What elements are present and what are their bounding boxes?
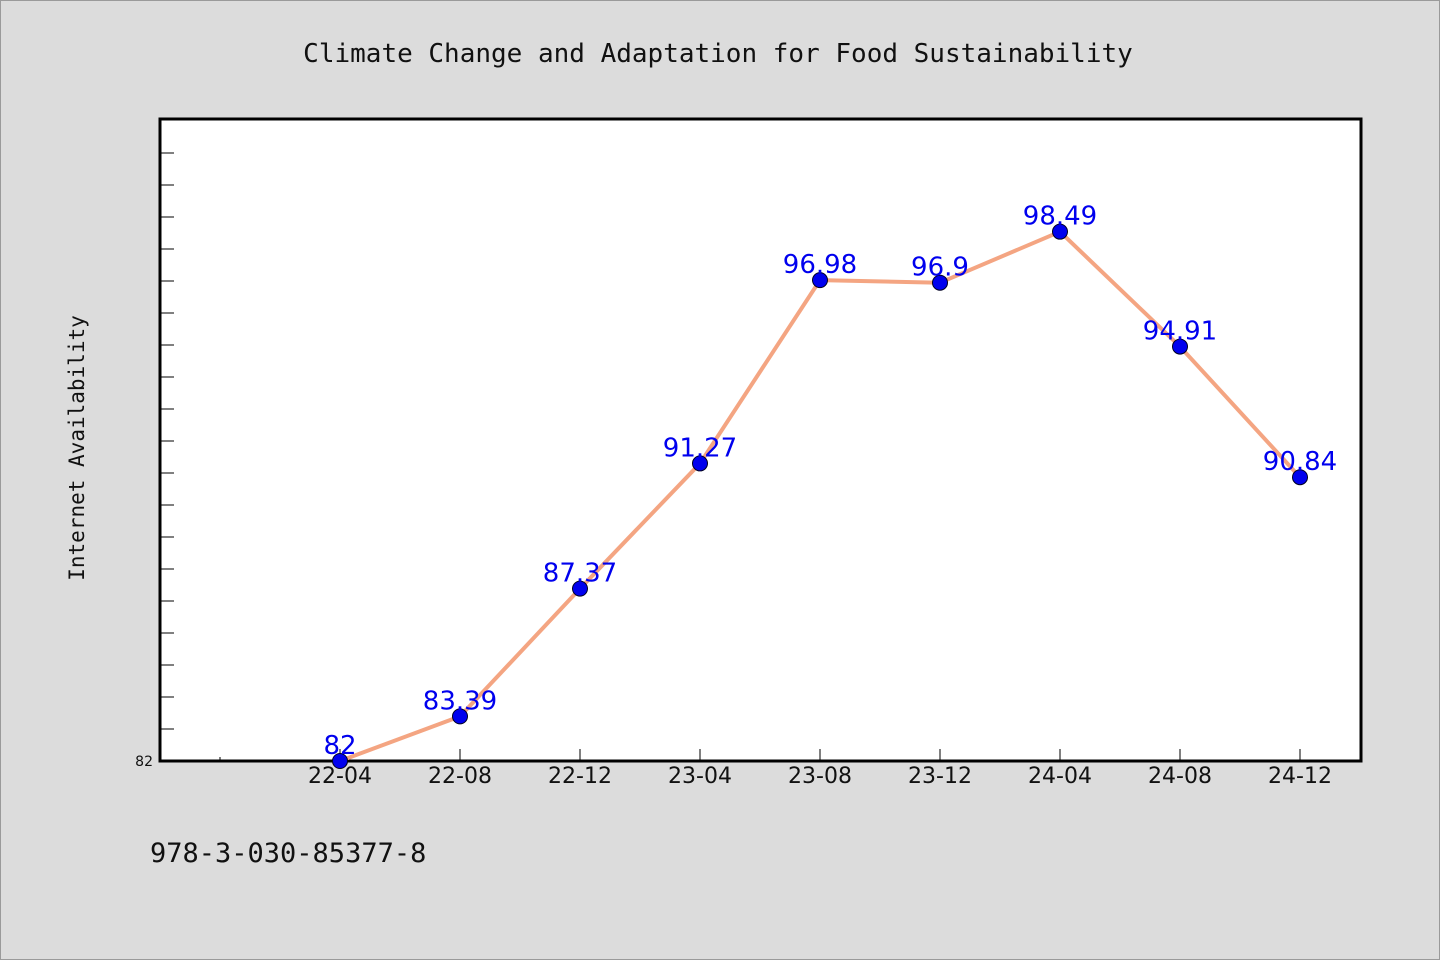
x-tick-label: 23-08 xyxy=(788,764,852,789)
data-label: 82 xyxy=(323,731,356,761)
data-point xyxy=(332,753,348,769)
series-group: 82 83.39 87.37 91.27 96.98 96.9 98.49 94.91 90.8… xyxy=(323,202,1337,769)
data-label: 90.84 xyxy=(1263,447,1337,477)
chart-title: Climate Change and Adaptation for Food S… xyxy=(303,39,1133,69)
data-point xyxy=(932,274,948,291)
data-point xyxy=(692,455,708,472)
data-label: 96.9 xyxy=(911,253,969,283)
data-label: 87.37 xyxy=(543,559,617,589)
data-label: 94.91 xyxy=(1143,317,1217,347)
data-label: 91.27 xyxy=(663,433,737,463)
data-point xyxy=(1172,338,1188,355)
x-tick-label: 23-04 xyxy=(668,764,732,789)
x-tick-label: 24-08 xyxy=(1148,764,1212,789)
data-point xyxy=(452,708,468,725)
x-axis-ticks: 22-04 22-08 22-12 23-04 23-08 23-12 24-04 24-08… xyxy=(219,749,1332,789)
x-tick-label: 23-12 xyxy=(908,764,972,789)
plot-area xyxy=(158,117,1363,763)
y-axis-label: Internet Availability xyxy=(65,315,89,581)
x-tick-label: 22-08 xyxy=(428,764,492,789)
x-tick-label: 24-04 xyxy=(1028,764,1092,789)
data-point xyxy=(572,580,588,597)
footer-isbn: 978-3-030-85377-8 xyxy=(150,838,426,869)
data-label: 83.39 xyxy=(423,686,497,716)
data-label: 98.49 xyxy=(1023,202,1097,232)
data-label: 96.98 xyxy=(783,250,857,280)
x-tick-label: 24-12 xyxy=(1268,764,1332,789)
x-tick-label: 22-12 xyxy=(548,764,612,789)
y-tick-label: 82 xyxy=(135,754,153,770)
data-point xyxy=(812,272,828,289)
data-point xyxy=(1052,223,1068,240)
data-point xyxy=(1292,469,1308,486)
y-axis-ticks: 82 xyxy=(135,152,174,770)
